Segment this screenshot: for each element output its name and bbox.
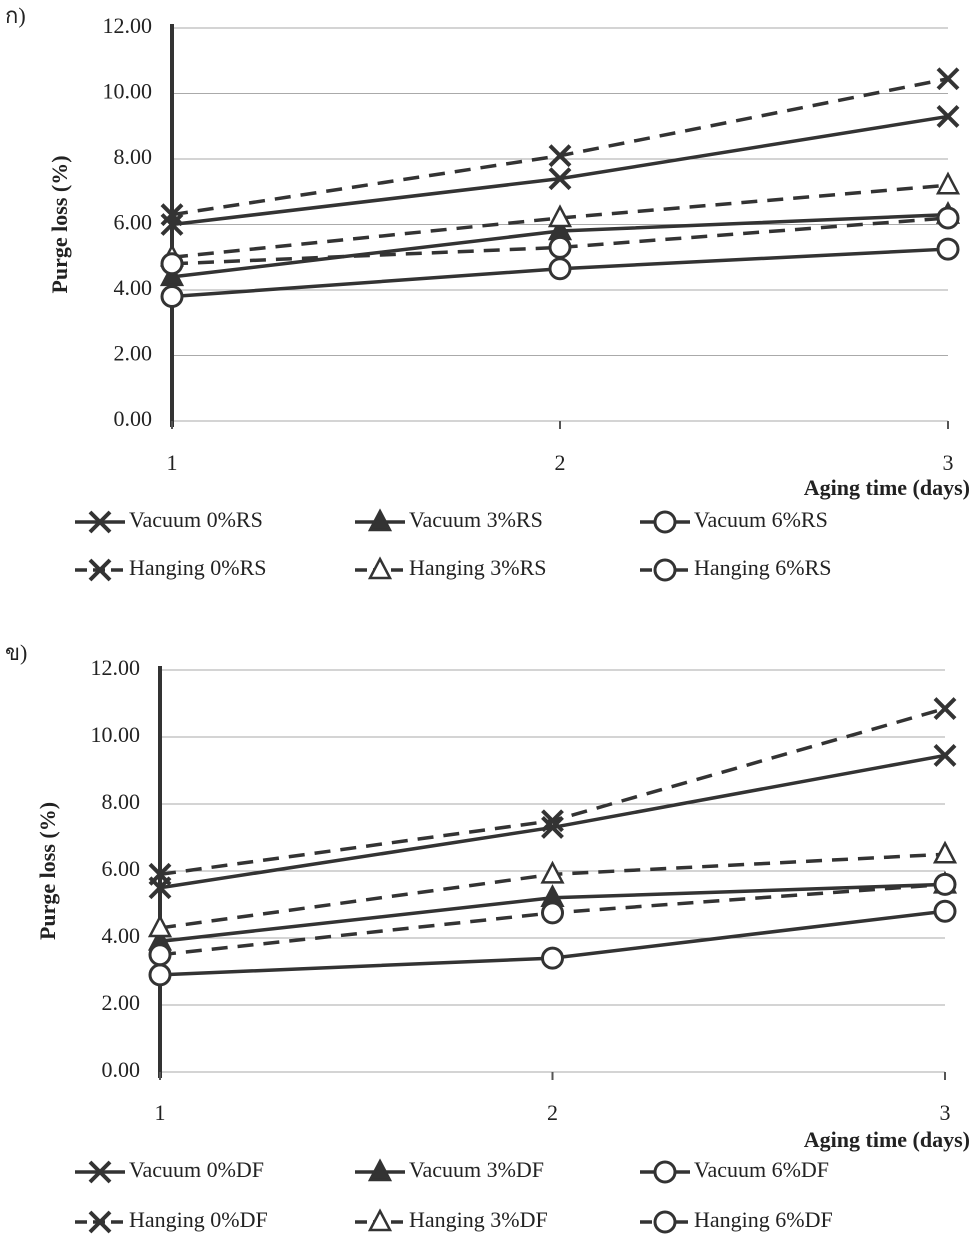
legend-marker [367,1158,393,1182]
legend-label: Vacuum 6%RS [694,507,828,532]
data-point [935,171,961,195]
data-point [933,697,957,720]
y-tick-label: 6.00 [102,856,141,881]
x-tick-label: 2 [555,450,566,475]
x-tick-label: 3 [943,450,954,475]
data-point [936,206,960,230]
series-line [159,706,946,877]
y-tick-label: 12.00 [91,655,141,680]
data-point [541,816,564,839]
legend-marker [88,1210,112,1234]
legend-marker [653,510,677,534]
x-tick-label: 3 [940,1100,951,1125]
legend-marker [653,1160,677,1184]
data-point [548,167,572,191]
legend-label: Hanging 6%DF [694,1207,833,1232]
legend-label: Hanging 0%DF [129,1207,268,1232]
legend-label: Hanging 6%RS [694,555,832,580]
legend-label: Hanging 3%RS [409,555,547,580]
y-axis-title: Purge loss (%) [47,155,72,293]
legend-marker [653,1210,677,1234]
legend-label: Vacuum 3%RS [409,507,543,532]
data-point [160,285,184,309]
data-point [936,237,960,261]
data-point [547,204,573,228]
data-point [541,946,564,970]
legend-marker [367,508,393,532]
legend-label: Hanging 3%DF [409,1207,548,1232]
y-tick-label: 8.00 [102,789,141,814]
data-point [548,257,572,281]
data-point [147,914,173,938]
y-tick-label: 10.00 [91,722,141,747]
data-point [148,963,172,987]
data-point [933,872,957,896]
data-point [932,840,958,864]
y-tick-label: 10.00 [103,79,153,104]
legend-marker [653,558,677,582]
data-point [936,105,960,128]
legend-marker [367,556,393,580]
x-tick-label: 2 [547,1100,558,1125]
x-axis-title: Aging time (days) [804,475,970,500]
y-axis-title: Purge loss (%) [35,802,60,940]
data-point [160,203,184,227]
data-point [160,252,184,276]
legend-label: Vacuum 0%RS [129,507,263,532]
x-tick-label: 1 [167,450,178,475]
data-point [159,263,185,287]
data-point [541,809,564,833]
chart: ข) 0.00 2.00 4.00 6.00 8.00 10.00 12.00 1 2 3 Purge… [5,640,970,1234]
y-tick-label: 0.00 [102,1057,141,1082]
data-point [540,860,565,884]
chart: ก) 0.00 2.00 4.00 6.00 8.00 10.00 12.00 1 2 3 Purge… [5,3,970,582]
legend-label: Hanging 0%RS [129,555,267,580]
legend-label: Vacuum 0%DF [129,1157,264,1182]
legend-marker [88,510,112,534]
legend-marker [88,1160,112,1184]
legend-marker [88,558,112,582]
legend-label: Vacuum 3%DF [409,1157,544,1182]
y-tick-label: 4.00 [114,275,153,300]
data-point [148,943,172,967]
data-point [933,744,957,767]
y-tick-label: 4.00 [102,923,141,948]
data-point [148,862,172,886]
data-point [933,899,957,923]
y-tick-label: 2.00 [114,341,153,366]
y-tick-label: 0.00 [114,406,153,431]
data-point [541,901,564,925]
data-point [160,213,184,236]
data-point [548,235,572,259]
y-tick-label: 8.00 [114,144,153,169]
data-point [936,67,960,91]
panel-label: ก) [5,3,26,28]
data-point [548,144,572,168]
x-tick-label: 1 [155,1100,166,1125]
x-axis-title: Aging time (days) [804,1127,970,1152]
legend-label: Vacuum 6%DF [694,1157,829,1182]
legend-marker [367,1208,393,1232]
y-tick-label: 12.00 [103,13,153,38]
y-tick-label: 2.00 [102,990,141,1015]
y-tick-label: 6.00 [114,210,153,235]
panel-label: ข) [5,640,27,665]
